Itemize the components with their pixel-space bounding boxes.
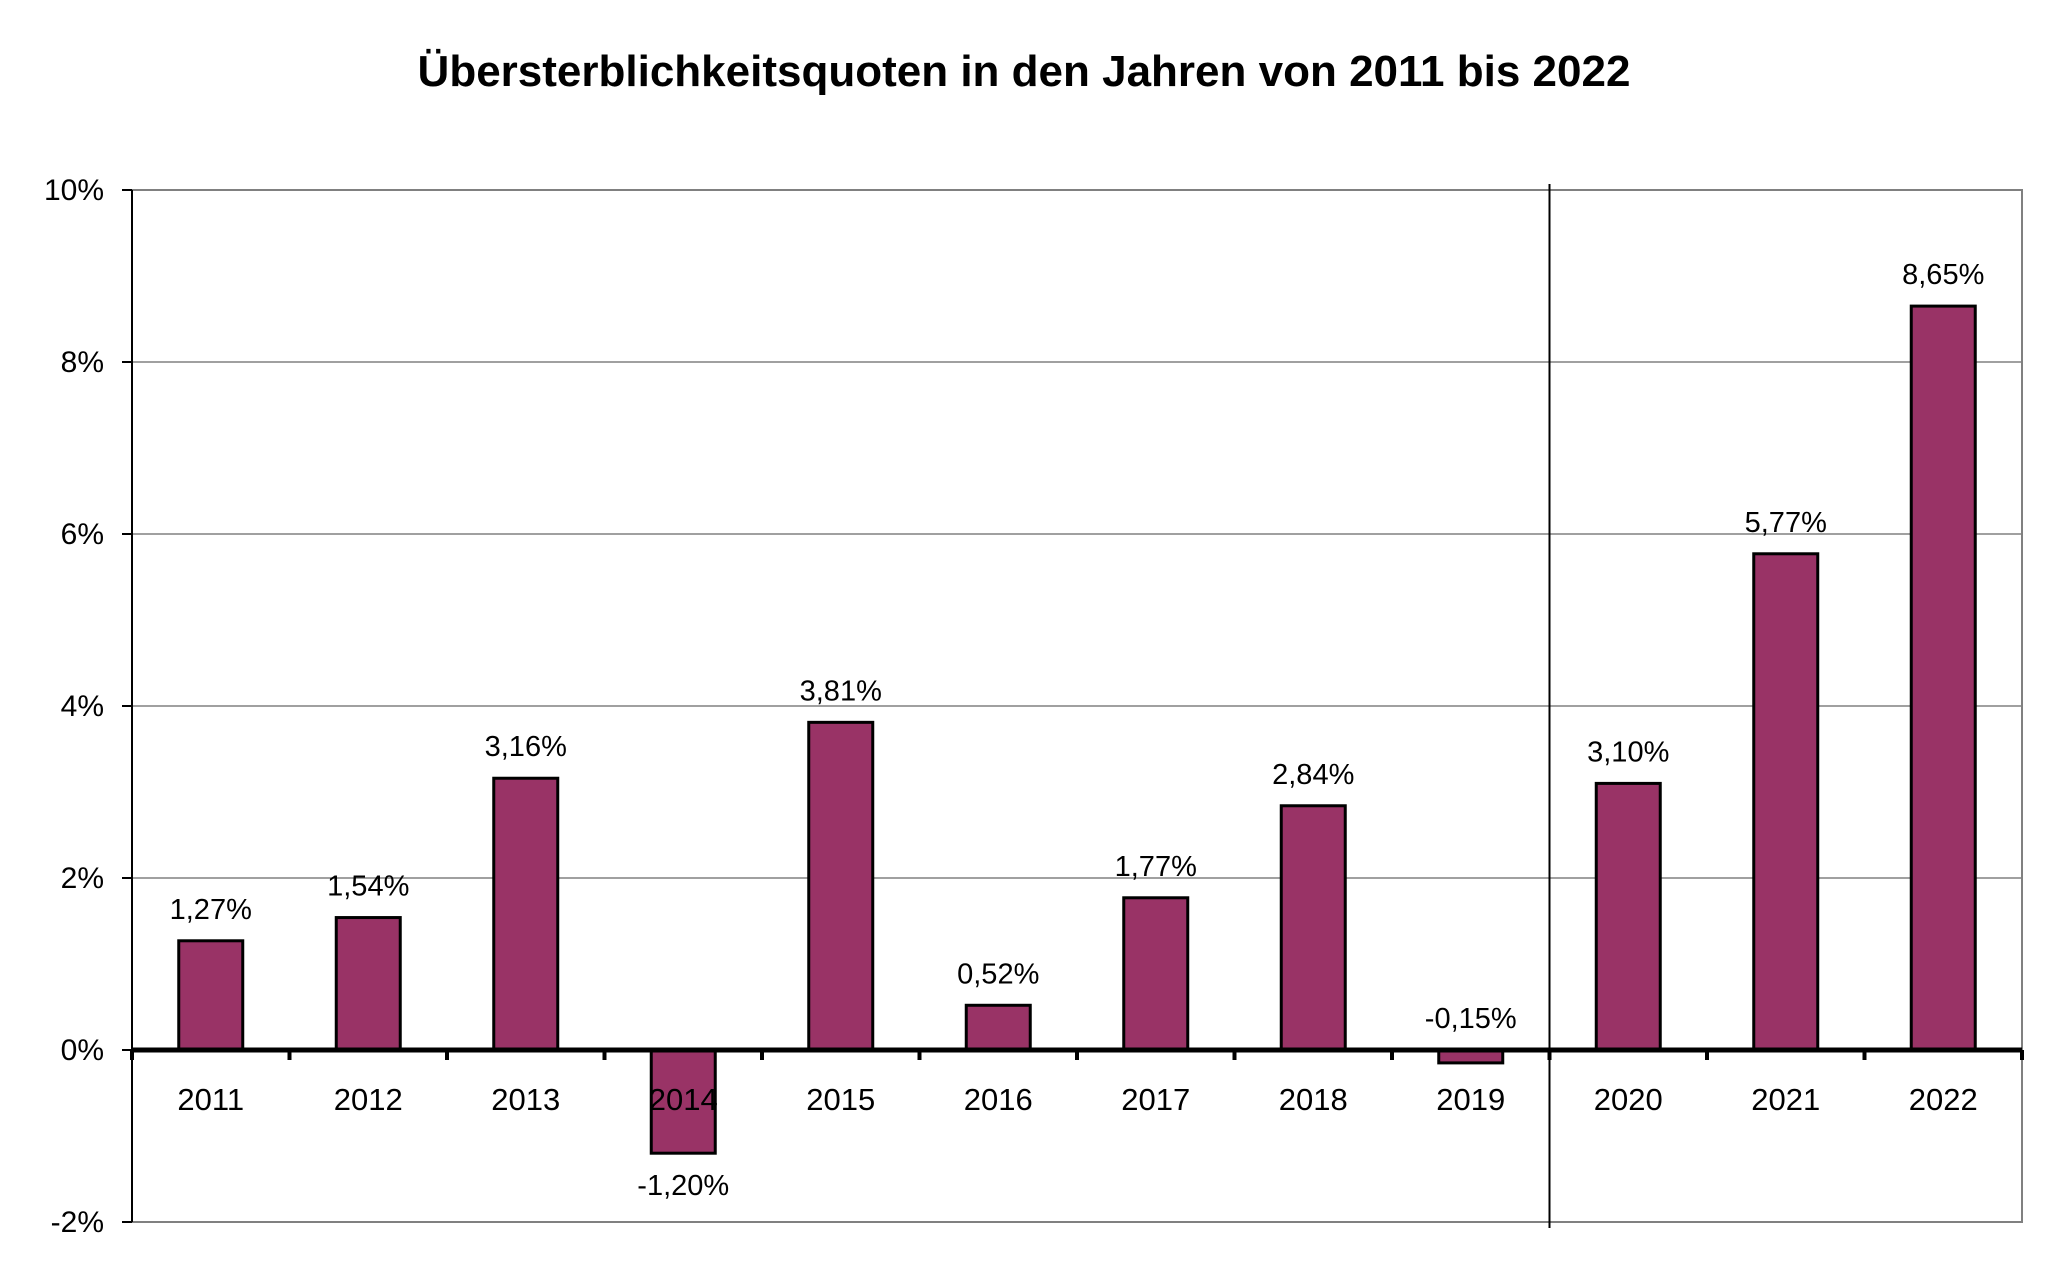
data-label: 1,27% [170,894,252,926]
x-category-label: 2011 [177,1082,244,1117]
bar-2022 [1909,304,1977,1052]
bar-2011 [177,939,245,1052]
x-category-label: 2018 [1279,1082,1348,1117]
bar-2015 [807,720,875,1052]
bar-2021 [1752,552,1820,1052]
y-tick-label: 0% [61,1034,104,1067]
bar-2018 [1279,804,1347,1052]
data-label: 3,81% [800,675,882,707]
x-category-label: 2022 [1909,1082,1978,1117]
x-category-label: 2021 [1751,1082,1820,1117]
y-tick-label: 6% [61,518,104,551]
data-label: 0,52% [957,958,1039,990]
bar-2016 [964,1003,1032,1052]
x-category-label: 2020 [1594,1082,1663,1117]
x-category-label: 2012 [334,1082,403,1117]
data-label: -1,20% [637,1170,729,1202]
data-label: 2,84% [1272,759,1354,791]
y-tick-label: 10% [44,174,104,207]
y-tick-label: -2% [51,1206,104,1239]
bar-2013 [492,776,560,1052]
data-label: -0,15% [1425,1003,1517,1035]
y-tick-label: 8% [61,346,104,379]
x-category-label: 2019 [1436,1082,1505,1117]
x-category-label: 2016 [964,1082,1033,1117]
data-label: 3,16% [485,731,567,763]
x-category-label: 2014 [649,1082,718,1117]
data-label: 5,77% [1745,507,1827,539]
bar-2017 [1122,896,1190,1052]
data-label: 1,77% [1115,851,1197,883]
data-label: 8,65% [1902,259,1984,291]
x-category-label: 2015 [806,1082,875,1117]
data-label: 3,10% [1587,736,1669,768]
y-tick-label: 4% [61,690,104,723]
x-category-label: 2013 [491,1082,560,1117]
bar-2012 [334,916,402,1052]
chart-title: Übersterblichkeitsquoten in den Jahren v… [417,47,1631,96]
data-label: 1,54% [327,871,409,903]
x-category-label: 2017 [1121,1082,1190,1117]
y-tick-label: 2% [61,862,104,895]
bar-2020 [1594,781,1662,1052]
